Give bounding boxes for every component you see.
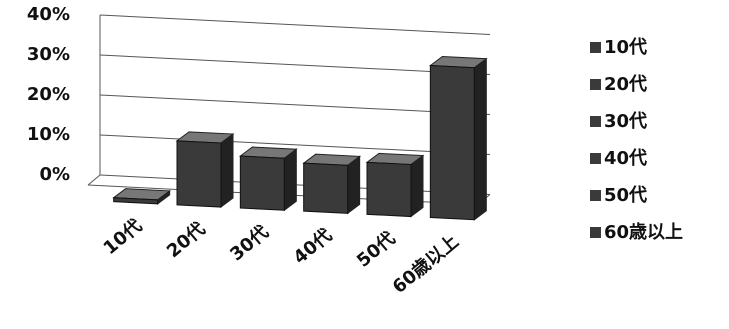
bar-side <box>283 148 297 212</box>
legend-swatch <box>590 227 601 238</box>
bar <box>429 64 475 221</box>
bar <box>303 162 349 214</box>
y-tick-label: 40% <box>27 4 70 25</box>
grid-line <box>99 14 491 35</box>
y-tick-label: 0% <box>39 164 70 185</box>
axis-line <box>87 174 101 186</box>
legend-label: 20代 <box>604 74 647 95</box>
legend-label: 10代 <box>604 37 647 58</box>
y-tick-label: 20% <box>27 84 70 105</box>
grid-line <box>99 94 491 115</box>
x-tick-label: 30代 <box>226 222 272 266</box>
legend-swatch <box>590 42 601 53</box>
bar-side <box>220 133 234 209</box>
bar-side <box>473 57 487 221</box>
legend-swatch <box>590 79 601 90</box>
legend-swatch <box>590 153 601 164</box>
y-tick-label: 10% <box>27 124 70 145</box>
bar <box>239 155 285 211</box>
grid-line <box>99 54 491 75</box>
bar-side <box>410 154 424 218</box>
x-tick-label: 20代 <box>163 218 209 262</box>
legend-label: 50代 <box>604 185 647 206</box>
legend-swatch <box>590 190 601 201</box>
legend-label: 40代 <box>604 148 647 169</box>
x-tick-label: 40代 <box>290 225 336 269</box>
x-tick-label: 50代 <box>353 228 399 272</box>
y-tick-label: 30% <box>27 44 70 65</box>
x-tick-label: 60歳以上 <box>389 231 463 298</box>
grid-line <box>99 134 491 155</box>
legend-label: 60歳以上 <box>604 222 683 243</box>
bar <box>176 140 222 208</box>
x-tick-label: 10代 <box>100 215 146 259</box>
bar <box>366 161 412 218</box>
legend-label: 30代 <box>604 111 647 132</box>
bar <box>113 197 159 205</box>
bar-side <box>347 155 361 215</box>
legend-swatch <box>590 116 601 127</box>
